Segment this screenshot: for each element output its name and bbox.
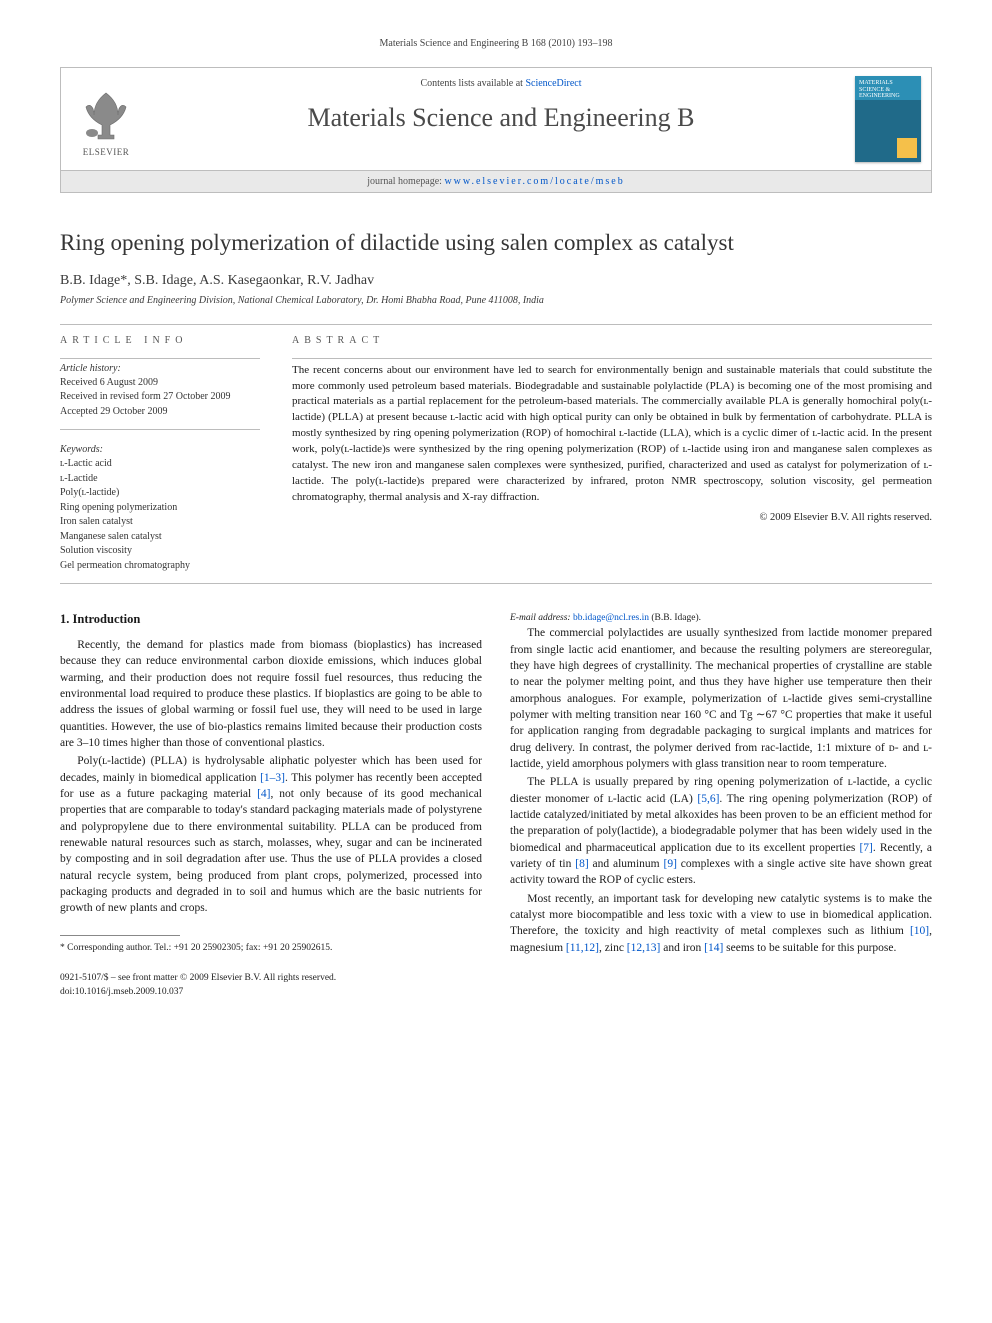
history-head: Article history: — [60, 363, 260, 374]
body-p5: Most recently, an important task for dev… — [510, 891, 932, 956]
ref-link[interactable]: [14] — [704, 942, 723, 954]
keyword: ʟ-Lactic acid — [60, 457, 260, 472]
footnote-separator — [60, 935, 180, 936]
keyword: Manganese salen catalyst — [60, 530, 260, 545]
body-p1: Recently, the demand for plastics made f… — [60, 637, 482, 751]
keyword: Iron salen catalyst — [60, 515, 260, 530]
article-info-column: article info Article history: Received 6… — [60, 335, 260, 574]
authors-line: B.B. Idage*, S.B. Idage, A.S. Kasegaonka… — [60, 273, 932, 289]
body-p4: The PLLA is usually prepared by ring ope… — [510, 774, 932, 888]
contents-prefix: Contents lists available at — [420, 78, 525, 89]
body-p3: The commercial polylactides are usually … — [510, 625, 932, 772]
sciencedirect-link[interactable]: ScienceDirect — [525, 78, 581, 89]
body-p5a: Most recently, an important task for dev… — [510, 893, 932, 938]
keyword: ʟ-Lactide — [60, 472, 260, 487]
history-line: Accepted 29 October 2009 — [60, 405, 260, 420]
publisher-label: ELSEVIER — [69, 147, 143, 157]
ref-link[interactable]: [9] — [663, 858, 676, 870]
body-p5e: seems to be suitable for this purpose. — [723, 942, 896, 954]
rule-kw — [60, 429, 260, 430]
keyword: Solution viscosity — [60, 544, 260, 559]
abstract-copyright: © 2009 Elsevier B.V. All rights reserved… — [292, 512, 932, 523]
journal-header-box: ELSEVIER Contents lists available at Sci… — [60, 67, 932, 193]
keyword: Poly(ʟ-lactide) — [60, 486, 260, 501]
abstract-column: abstract The recent concerns about our e… — [292, 335, 932, 574]
body-p4d: and aluminum — [589, 858, 664, 870]
history-line: Received 6 August 2009 — [60, 376, 260, 391]
abstract-label: abstract — [292, 335, 932, 346]
publisher-logo-cell: ELSEVIER — [61, 68, 151, 170]
rule-top — [60, 324, 932, 325]
rule-abs — [292, 358, 932, 359]
journal-title: Materials Science and Engineering B — [159, 103, 843, 133]
footer-block: 0921-5107/$ – see front matter © 2009 El… — [60, 972, 932, 999]
rule-info — [60, 358, 260, 359]
homepage-prefix: journal homepage: — [367, 176, 444, 187]
footer-line1: 0921-5107/$ – see front matter © 2009 El… — [60, 972, 932, 985]
abstract-text: The recent concerns about our environmen… — [292, 363, 932, 506]
corr-line: * Corresponding author. Tel.: +91 20 259… — [60, 942, 482, 955]
ref-link[interactable]: [1–3] — [260, 772, 285, 784]
footer-doi: doi:10.1016/j.mseb.2009.10.037 — [60, 986, 932, 999]
keyword: Gel permeation chromatography — [60, 559, 260, 574]
ref-link[interactable]: [11,12] — [566, 942, 599, 954]
journal-cover-thumb: MATERIALS SCIENCE & ENGINEERING — [855, 76, 921, 162]
ref-link[interactable]: [7] — [859, 842, 872, 854]
body-p5c: , zinc — [599, 942, 627, 954]
ref-link[interactable]: [10] — [910, 925, 929, 937]
ref-link[interactable]: [5,6] — [697, 793, 719, 805]
email-label: E-mail address: — [510, 613, 573, 623]
body-p5d: and iron — [660, 942, 704, 954]
running-header: Materials Science and Engineering B 168 … — [60, 38, 932, 49]
section-heading: 1. Introduction — [60, 612, 482, 627]
homepage-bar: journal homepage: www.elsevier.com/locat… — [61, 170, 931, 192]
contents-line: Contents lists available at ScienceDirec… — [159, 78, 843, 89]
keyword: Ring opening polymerization — [60, 501, 260, 516]
elsevier-tree-icon — [76, 85, 136, 145]
body-columns: 1. Introduction Recently, the demand for… — [60, 612, 932, 956]
ref-link[interactable]: [8] — [575, 858, 588, 870]
cover-thumb-text: MATERIALS SCIENCE & ENGINEERING — [859, 80, 917, 100]
ref-link[interactable]: [4] — [257, 788, 270, 800]
rule-bottom — [60, 583, 932, 584]
keywords-head: Keywords: — [60, 444, 260, 455]
cover-thumb-cell: MATERIALS SCIENCE & ENGINEERING — [851, 68, 931, 170]
body-p2c: , not only because of its good mechanica… — [60, 788, 482, 914]
ref-link[interactable]: [12,13] — [627, 942, 661, 954]
history-line: Received in revised form 27 October 2009 — [60, 390, 260, 405]
email-suffix: (B.B. Idage). — [649, 613, 701, 623]
body-p2: Poly(ʟ-lactide) (PLLA) is hydrolysable a… — [60, 753, 482, 916]
article-info-label: article info — [60, 335, 260, 346]
article-title: Ring opening polymerization of dilactide… — [60, 229, 932, 257]
homepage-link[interactable]: www.elsevier.com/locate/mseb — [444, 176, 624, 187]
email-link[interactable]: bb.idage@ncl.res.in — [573, 613, 649, 623]
affiliation: Polymer Science and Engineering Division… — [60, 295, 932, 306]
